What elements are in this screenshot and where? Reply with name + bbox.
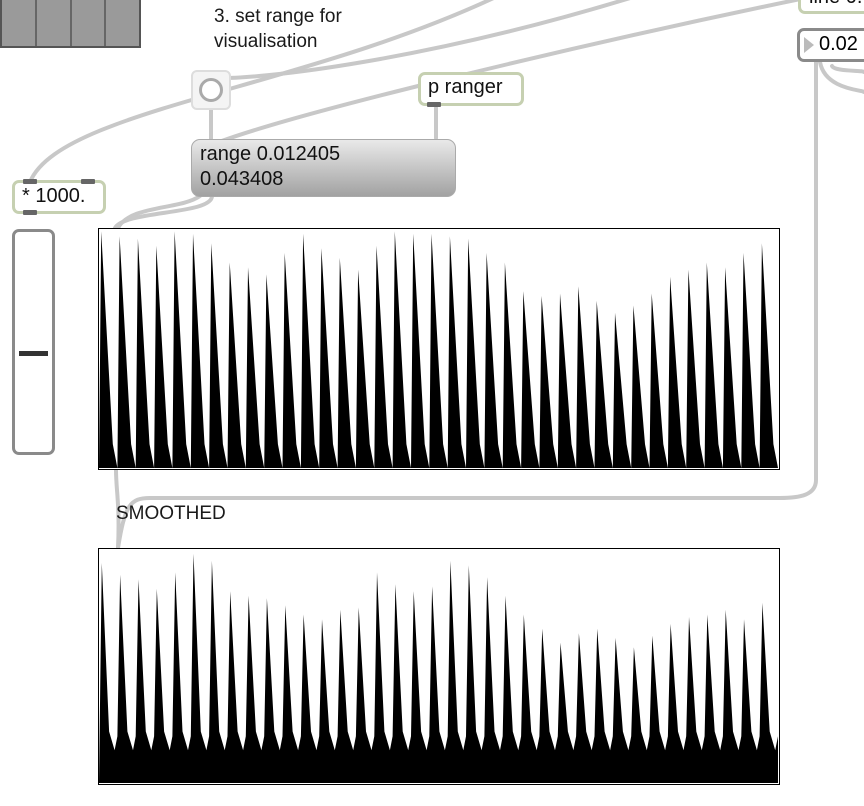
circle-bang-icon <box>199 78 223 102</box>
vertical-slider[interactable] <box>12 229 55 455</box>
grid-cell[interactable] <box>37 0 72 46</box>
grid-cell[interactable] <box>2 0 37 46</box>
multiply-label: * 1000. <box>22 185 86 207</box>
step3-comment-line1: 3. set range for <box>214 6 342 27</box>
grid-widget-fragment[interactable] <box>0 0 141 48</box>
range-message-line2: 0.043408 <box>200 168 284 190</box>
p-ranger-label: p ranger <box>428 76 503 98</box>
number-box-value: 0.02 <box>819 33 858 55</box>
outlet[interactable] <box>23 210 37 215</box>
range-message-box[interactable]: range 0.012405 0.043408 <box>191 139 456 197</box>
waveform-shape <box>99 553 778 783</box>
p-ranger-object[interactable]: p ranger <box>418 72 524 107</box>
line-object-partial[interactable]: line 0. <box>798 0 864 14</box>
smoothed-comment: SMOOTHED <box>116 503 226 524</box>
grid-cell[interactable] <box>106 0 139 46</box>
grid-cell[interactable] <box>72 0 107 46</box>
outlet[interactable] <box>427 102 441 107</box>
smoothed-waveform-scope[interactable] <box>98 548 780 785</box>
step3-comment-line2: visualisation <box>214 31 318 52</box>
number-box-partial[interactable]: 0.02 <box>797 28 864 62</box>
line-object-label: line 0. <box>809 0 862 8</box>
smoothed-waveform-plot <box>99 553 778 783</box>
bang-button[interactable] <box>191 70 231 110</box>
inlet[interactable] <box>81 179 95 184</box>
triangle-right-icon <box>804 37 814 53</box>
raw-waveform-scope[interactable] <box>98 228 780 470</box>
inlet[interactable] <box>23 179 37 184</box>
multiply-object[interactable]: * 1000. <box>12 179 106 215</box>
range-message-line1: range 0.012405 <box>200 143 341 165</box>
raw-waveform-plot <box>99 231 778 468</box>
waveform-shape <box>99 231 778 468</box>
step3-comment: 3. set range for visualisation <box>214 4 342 54</box>
slider-knob[interactable] <box>19 351 48 356</box>
